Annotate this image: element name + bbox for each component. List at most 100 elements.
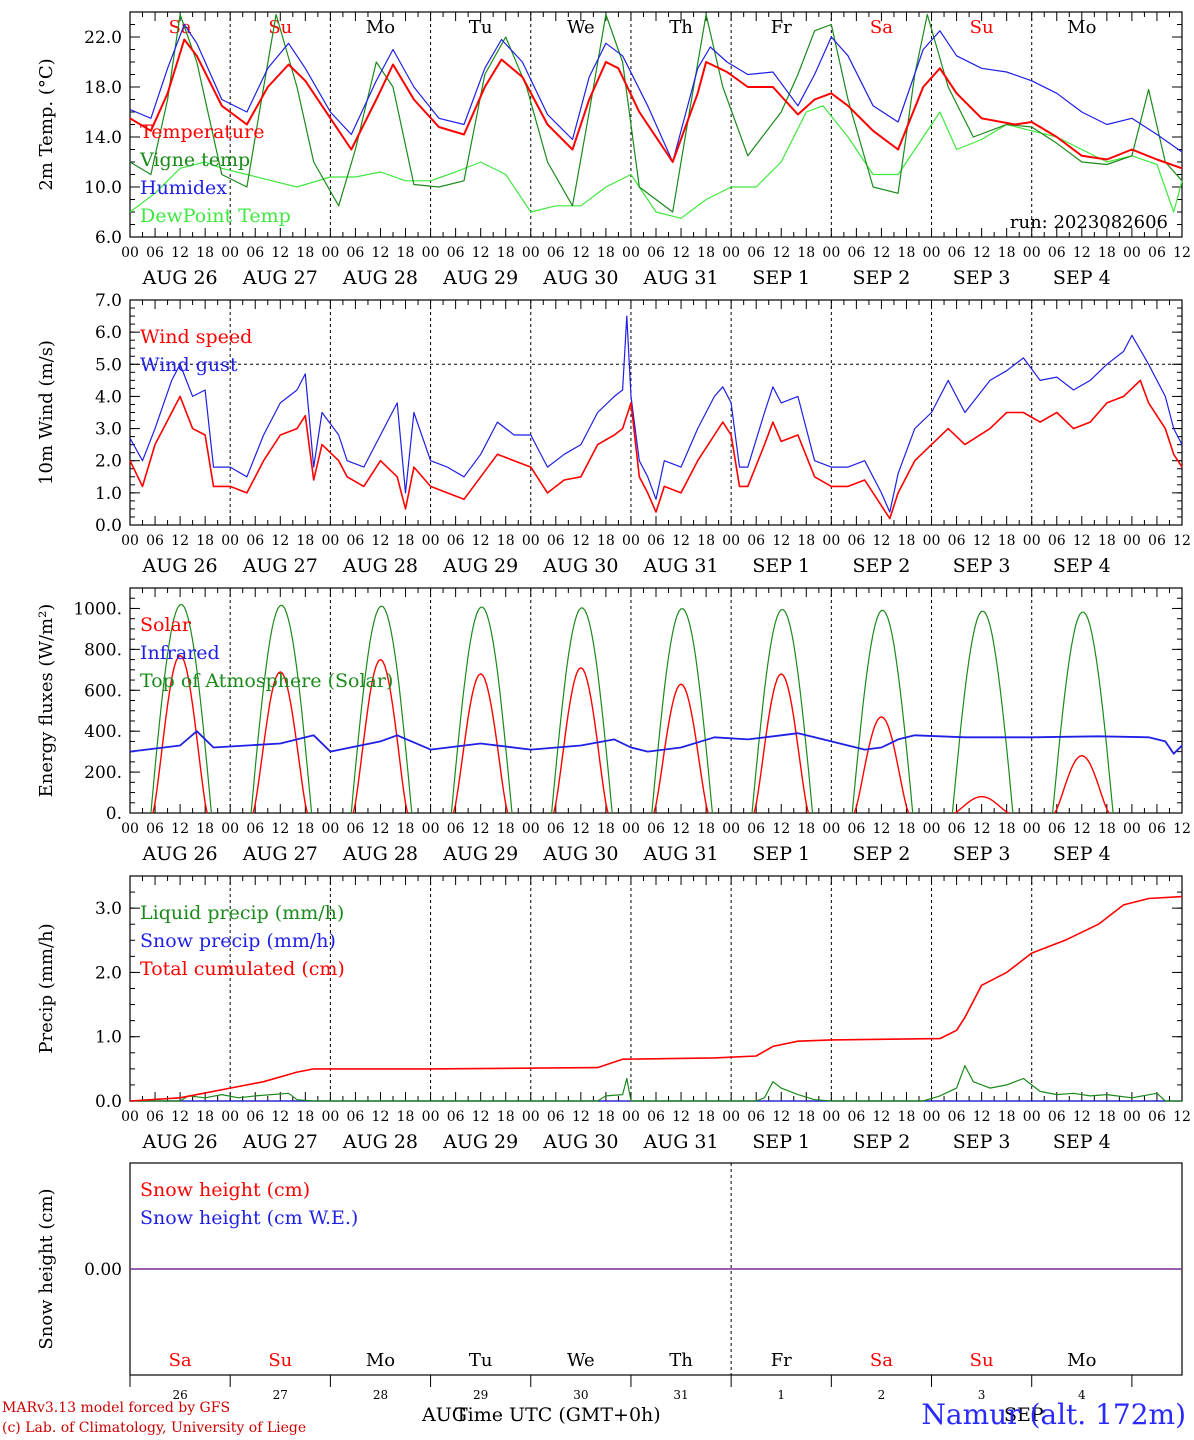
series-line-toa-day [851,609,914,814]
y-tick-label: 3.0 [95,899,122,919]
series-line-toa-day [250,604,313,814]
series-line-solar-day [452,673,509,814]
hour-tick-label: 06 [948,245,966,261]
hour-tick-label: 00 [321,821,339,837]
credit-line-2: (c) Lab. of Climatology, University of L… [2,1420,307,1436]
y-tick-label: 800. [84,640,122,660]
hour-tick-label: 18 [296,245,314,261]
hour-tick-label: 06 [847,245,865,261]
y-tick-label: 6.0 [95,228,122,248]
y-tick-label: 1000. [73,599,122,619]
weekday-label-bottom: Su [268,1350,292,1371]
day-number-label: 2 [878,1388,886,1402]
panel-1: 2m Temp. (°C) [36,11,1183,238]
hour-tick-label: 00 [422,533,440,549]
legend-entry: Snow precip (mm/h) [140,930,336,952]
y-tick-label: 2.0 [95,963,122,983]
date-label: AUG 28 [342,555,418,577]
weekday-label: Mo [366,17,395,38]
legend-entry: Snow height (cm W.E.) [140,1207,358,1229]
hour-tick-label: 12 [171,245,189,261]
hour-tick-label: 12 [572,533,590,549]
hour-tick-label: 18 [296,1109,314,1125]
legend-entry: Total cumulated (cm) [140,958,345,980]
hour-tick-label: 00 [121,821,139,837]
hour-tick-label: 00 [622,821,640,837]
series-line-temperature [129,38,1183,170]
date-label: AUG 27 [242,555,318,577]
date-label: SEP 1 [752,555,810,577]
y-tick-label: 0. [106,804,122,824]
hour-tick-label: 18 [697,533,715,549]
hour-tick-label: 00 [1023,533,1041,549]
hour-tick-label: 06 [547,821,565,837]
hour-tick-label: 18 [196,533,214,549]
hour-tick-label: 00 [121,533,139,549]
date-label: AUG 31 [642,843,718,865]
hour-tick-label: 00 [522,821,540,837]
hour-tick-label: 00 [221,533,239,549]
weekday-label: Fr [771,17,792,38]
hour-tick-label: 06 [447,533,465,549]
hour-tick-label: 00 [522,533,540,549]
y-axis-label: 10m Wind (m/s) [36,340,57,485]
panel-frame [129,587,1183,814]
hour-tick-label: 06 [246,245,264,261]
legend-entry: Wind gust [140,354,238,376]
hour-tick-label: 00 [422,245,440,261]
hour-tick-label: 12 [472,1109,490,1125]
hour-tick-label: 12 [472,821,490,837]
legend-entry: Temperature [140,121,264,143]
hour-tick-label: 00 [422,1109,440,1125]
date-label: SEP 3 [953,555,1011,577]
credit-line-1: MARv3.13 model forced by GFS [2,1400,231,1416]
panel-3: Energy fluxes (W/m²) [36,587,1183,814]
y-tick-label: 1.0 [95,1028,122,1048]
hour-tick-label: 12 [973,245,991,261]
date-label: AUG 28 [342,1131,418,1153]
hour-tick-label: 00 [822,245,840,261]
hour-tick-label: 12 [772,245,790,261]
hour-tick-label: 18 [296,821,314,837]
hour-tick-label: 06 [547,245,565,261]
hour-tick-label: 06 [747,1109,765,1125]
hour-tick-label: 06 [146,245,164,261]
y-tick-label: 0.0 [95,1092,122,1112]
hour-tick-label: 18 [797,1109,815,1125]
hour-tick-label: 06 [547,533,565,549]
hour-tick-label: 06 [447,1109,465,1125]
hour-tick-label: 00 [923,1109,941,1125]
hour-tick-label: 18 [898,245,916,261]
date-label: AUG 30 [542,267,618,289]
series-line-wind-speed [129,379,1183,520]
y-tick-label: 4.0 [95,387,122,407]
series-line-toa-day [350,605,413,814]
series-line-vigne-temp [129,13,1183,213]
date-label: AUG 26 [142,843,218,865]
hour-tick-label: 00 [121,245,139,261]
y-tick-label: 3.0 [95,420,122,440]
run-label: run: 2023082606 [1010,212,1168,233]
hour-tick-label: 12 [772,1109,790,1125]
hour-tick-label: 12 [1173,1109,1191,1125]
hour-tick-label: 06 [948,821,966,837]
legend-entry: Snow height (cm) [140,1179,310,1201]
day-number-label: 26 [172,1388,187,1402]
legend-entry: Vigne temp [139,149,250,171]
series-line-toa-day [450,606,513,814]
hour-tick-label: 18 [196,1109,214,1125]
hour-tick-label: 18 [597,1109,615,1125]
series-line-solar-day [252,671,309,814]
series-line-solar-day [753,673,810,814]
hour-tick-label: 12 [271,245,289,261]
y-tick-label: 14.0 [84,128,122,148]
hour-tick-label: 00 [1123,1109,1141,1125]
date-label: SEP 4 [1053,267,1111,289]
hour-tick-label: 12 [1073,245,1091,261]
date-label: AUG 28 [342,843,418,865]
hour-tick-label: 00 [121,1109,139,1125]
hour-tick-label: 18 [898,533,916,549]
day-number-label: 1 [777,1388,785,1402]
series-line-toa-day [150,604,212,814]
month-label-right: SEP [1004,1404,1044,1426]
